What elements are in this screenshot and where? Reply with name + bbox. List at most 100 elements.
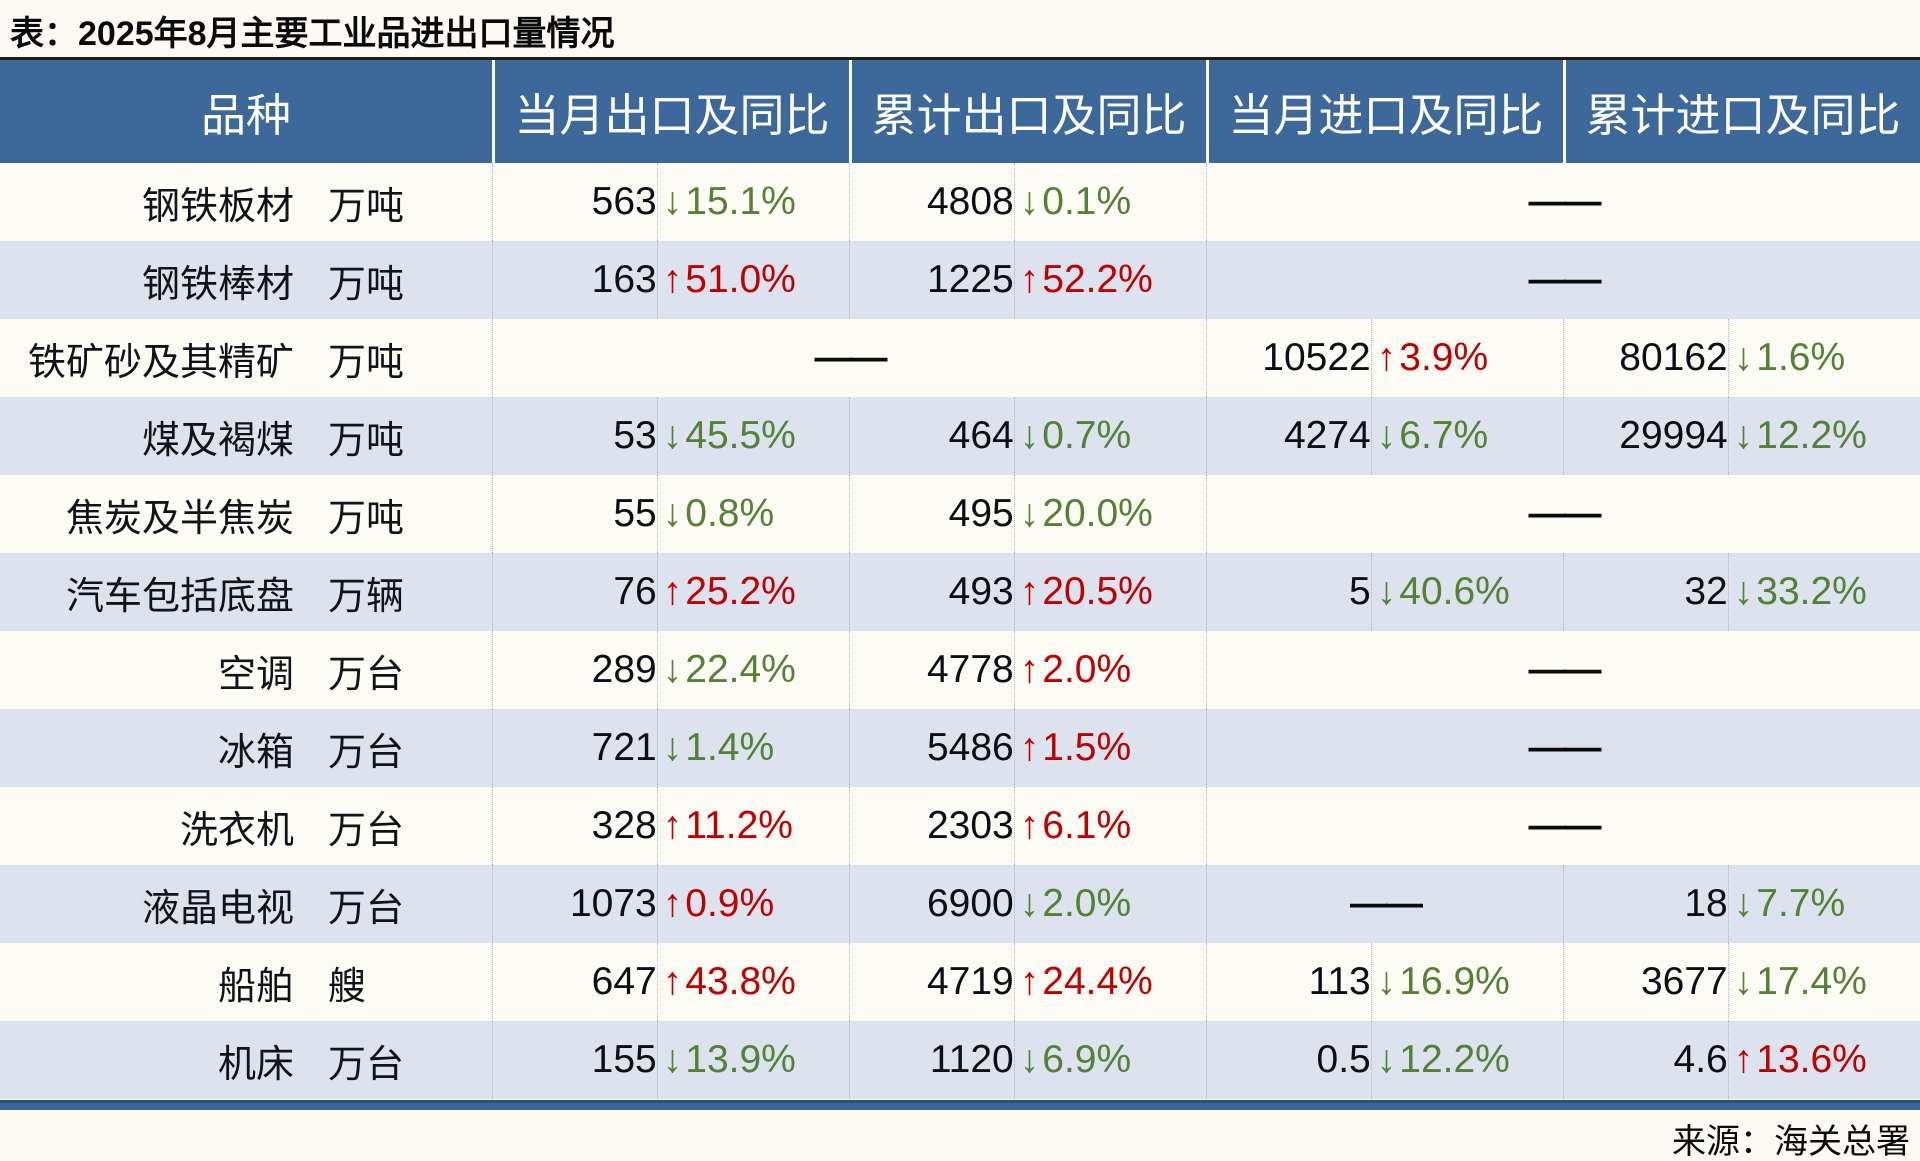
yoy-change: ↓ 45.5% <box>656 397 849 475</box>
down-arrow-icon: ↓ <box>1376 570 1397 613</box>
up-arrow-icon: ↑ <box>1019 804 1040 847</box>
product-cell: 机床 万台 <box>0 1021 492 1099</box>
quantity-value: 1073 <box>569 882 657 925</box>
yoy-percent: 2.0% <box>1042 648 1132 691</box>
value-cell: 18 ↓ 7.7% <box>1563 865 1920 943</box>
quantity-value: 53 <box>613 414 657 457</box>
yoy-percent: 24.4% <box>1042 960 1153 1003</box>
quantity-value: 721 <box>591 726 657 769</box>
value-cell: 6900 ↓ 2.0% <box>849 865 1206 943</box>
table-row: 焦炭及半焦炭 万吨 55 ↓ 0.8% 495 ↓ 20.0% —— <box>0 475 1920 553</box>
value-cell: 155 ↓ 13.9% <box>492 1021 849 1099</box>
yoy-change: ↑ 11.2% <box>656 787 849 865</box>
table-row: 铁矿砂及其精矿 万吨 —— 10522 ↑ 3.9% 80162 ↓ 1.6% <box>0 319 1920 397</box>
value-cell: 328 ↑ 11.2% <box>492 787 849 865</box>
yoy-percent: 6.7% <box>1399 414 1489 457</box>
product-name: 洗衣机 <box>179 809 294 852</box>
quantity-value: 4778 <box>926 648 1014 691</box>
down-arrow-icon: ↓ <box>1733 414 1754 457</box>
no-data-cell: —— <box>1206 865 1563 943</box>
up-arrow-icon: ↑ <box>662 882 683 925</box>
yoy-percent: 0.9% <box>685 882 775 925</box>
yoy-percent: 15.1% <box>685 180 796 223</box>
value-cell: 563 ↓ 15.1% <box>492 163 849 241</box>
no-data-dash: —— <box>1528 648 1602 691</box>
no-data-cell: —— <box>1206 163 1920 241</box>
import-export-table: 品种 当月出口及同比 累计出口及同比 当月进口及同比 累计进口及同比 钢铁板材 万吨 563… <box>0 57 1920 1099</box>
yoy-change: ↑ 1.5% <box>1013 709 1206 787</box>
product-name: 机床 <box>217 1043 294 1086</box>
product-unit: 万台 <box>328 1043 405 1086</box>
yoy-percent: 16.9% <box>1399 960 1510 1003</box>
product-unit: 万吨 <box>328 185 405 228</box>
column-header: 品种 <box>200 91 291 141</box>
product-name: 液晶电视 <box>141 887 294 930</box>
quantity-value: 2303 <box>926 804 1014 847</box>
down-arrow-icon: ↓ <box>1376 960 1397 1003</box>
product-cell: 空调 万台 <box>0 631 492 709</box>
quantity-value: 10522 <box>1262 336 1371 379</box>
down-arrow-icon: ↓ <box>1376 414 1397 457</box>
product-cell: 焦炭及半焦炭 万吨 <box>0 475 492 553</box>
down-arrow-icon: ↓ <box>1733 882 1754 925</box>
value-cell: 10522 ↑ 3.9% <box>1206 319 1563 397</box>
value-cell: 721 ↓ 1.4% <box>492 709 849 787</box>
value-cell: 163 ↑ 51.0% <box>492 241 849 319</box>
quantity-value: 4719 <box>926 960 1014 1003</box>
product-unit: 万吨 <box>328 341 405 384</box>
yoy-change: ↓ 15.1% <box>656 163 849 241</box>
header-row: 品种 当月出口及同比 累计出口及同比 当月进口及同比 累计进口及同比 <box>0 60 1920 163</box>
table-row: 煤及褐煤 万吨 53 ↓ 45.5% 464 ↓ 0.7% 4274 ↓ 6.7% 29994 ↓ 12.… <box>0 397 1920 475</box>
no-data-dash: —— <box>1528 726 1602 769</box>
value-cell: 53 ↓ 45.5% <box>492 397 849 475</box>
product-unit: 万台 <box>328 887 405 930</box>
quantity-value: 5 <box>1349 570 1371 613</box>
product-unit: 万吨 <box>328 419 405 462</box>
yoy-percent: 43.8% <box>685 960 796 1003</box>
yoy-change: ↑ 43.8% <box>656 943 849 1021</box>
table-row: 钢铁板材 万吨 563 ↓ 15.1% 4808 ↓ 0.1% —— <box>0 163 1920 241</box>
up-arrow-icon: ↑ <box>662 570 683 613</box>
product-unit: 艘 <box>328 965 367 1008</box>
no-data-cell: —— <box>1206 241 1920 319</box>
yoy-percent: 33.2% <box>1756 570 1867 613</box>
yoy-change: ↑ 51.0% <box>656 241 849 319</box>
yoy-percent: 45.5% <box>685 414 796 457</box>
product-cell: 钢铁棒材 万吨 <box>0 241 492 319</box>
value-cell: 4719 ↑ 24.4% <box>849 943 1206 1021</box>
product-cell: 洗衣机 万台 <box>0 787 492 865</box>
value-cell: 4274 ↓ 6.7% <box>1206 397 1563 475</box>
quantity-value: 1225 <box>926 258 1014 301</box>
yoy-percent: 20.5% <box>1042 570 1153 613</box>
quantity-value: 4.6 <box>1673 1038 1728 1081</box>
yoy-percent: 3.9% <box>1399 336 1489 379</box>
quantity-value: 493 <box>948 570 1014 613</box>
no-data-dash: —— <box>1528 492 1602 535</box>
yoy-change: ↑ 24.4% <box>1013 943 1206 1021</box>
down-arrow-icon: ↓ <box>1019 414 1040 457</box>
down-arrow-icon: ↓ <box>662 726 683 769</box>
down-arrow-icon: ↓ <box>662 180 683 223</box>
no-data-cell: —— <box>1206 475 1920 553</box>
quantity-value: 563 <box>591 180 657 223</box>
value-cell: 495 ↓ 20.0% <box>849 475 1206 553</box>
value-cell: 464 ↓ 0.7% <box>849 397 1206 475</box>
yoy-percent: 51.0% <box>685 258 796 301</box>
up-arrow-icon: ↑ <box>1019 258 1040 301</box>
product-unit: 万吨 <box>328 263 405 306</box>
no-data-dash: —— <box>1528 258 1602 301</box>
product-unit: 万台 <box>328 731 405 774</box>
page-title: 表：2025年8月主要工业品进出口量情况 <box>10 15 615 53</box>
column-header: 累计进口及同比 <box>1563 60 1920 163</box>
quantity-value: 647 <box>591 960 657 1003</box>
quantity-value: 29994 <box>1619 414 1728 457</box>
value-cell: 1073 ↑ 0.9% <box>492 865 849 943</box>
product-name: 钢铁板材 <box>141 185 294 228</box>
no-data-dash: —— <box>814 336 888 379</box>
yoy-change: ↑ 2.0% <box>1013 631 1206 709</box>
product-name: 空调 <box>217 653 294 696</box>
quantity-value: 495 <box>948 492 1014 535</box>
product-name: 焦炭及半焦炭 <box>65 497 294 540</box>
table-row: 冰箱 万台 721 ↓ 1.4% 5486 ↑ 1.5% —— <box>0 709 1920 787</box>
